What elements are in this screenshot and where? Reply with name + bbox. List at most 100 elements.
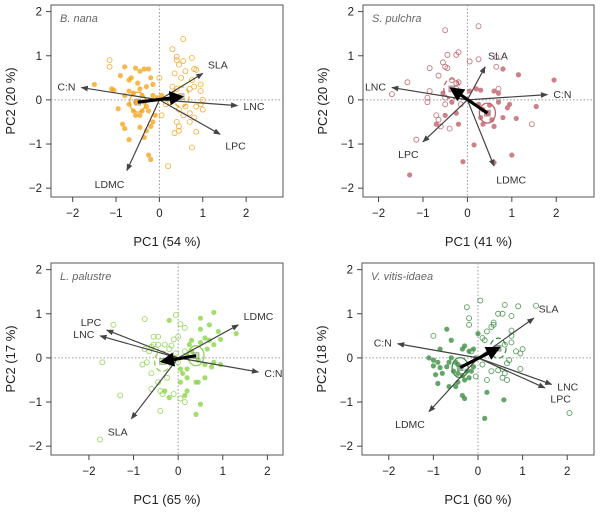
y-tick-label: 1 [347, 309, 353, 321]
vector-label: LPC [550, 393, 571, 405]
data-point [435, 116, 442, 123]
data-point [495, 310, 502, 317]
data-point [517, 350, 524, 357]
y-tick-label: 1 [36, 51, 42, 63]
data-point [430, 332, 437, 339]
data-point [143, 359, 150, 366]
vector-label: LPC [81, 317, 102, 329]
data-point [186, 110, 193, 117]
vector-label: C:N [57, 82, 75, 94]
data-point [448, 77, 455, 83]
data-point [515, 72, 522, 78]
data-point [475, 56, 482, 63]
data-point [460, 159, 466, 165]
y-tick-label: 2 [348, 7, 354, 19]
data-point [488, 368, 495, 375]
x-tick-label: 1 [200, 208, 206, 220]
data-point [513, 115, 519, 122]
panel-l-palustre: L. palustre PC1 (65 %) PC2 (17 %) −2 −1 0 1… [3, 262, 284, 507]
data-point [193, 128, 200, 135]
axes: −2 −1 0 1 2 −2 −1 0 1 2 [29, 265, 271, 478]
data-point [508, 313, 515, 319]
data-point [455, 121, 462, 127]
vector-label: LNC [557, 381, 578, 393]
data-point [148, 156, 154, 163]
data-point [477, 297, 484, 304]
data-point [128, 75, 134, 81]
vector-ldmc [466, 99, 495, 167]
data-point [117, 73, 123, 79]
data-point [491, 123, 497, 129]
data-point [148, 370, 155, 377]
data-point [435, 380, 441, 387]
data-point [435, 72, 442, 79]
y-tick-label: −1 [341, 139, 354, 151]
data-point [455, 370, 461, 376]
data-point [132, 65, 139, 71]
data-point [106, 57, 113, 64]
vector-label: C:N [374, 338, 392, 350]
data-point [404, 79, 411, 86]
panel-b-nana: B. nana PC1 (54 %) PC2 (20 %) −2 −1 0 1 2−2−… [3, 4, 284, 249]
data-point [478, 87, 484, 93]
data-point [446, 125, 453, 132]
data-point [475, 331, 481, 337]
data-point [156, 74, 163, 81]
axes: −2 −1 0 1 2 −2 −1 0 1 2 [340, 265, 571, 478]
data-point [148, 123, 154, 129]
x-tick-label: −2 [66, 208, 79, 220]
data-point [466, 315, 473, 322]
data-point [466, 321, 473, 328]
data-point [407, 172, 413, 178]
x-tick-label: 0 [464, 208, 470, 220]
data-point [159, 391, 166, 398]
data-point [433, 121, 439, 127]
data-point [509, 152, 515, 158]
data-point [424, 99, 431, 106]
data-point [137, 68, 143, 74]
data-point [491, 88, 497, 94]
x-axis-label: PC1 (41 %) [445, 234, 512, 249]
data-point [495, 367, 502, 374]
data-point [444, 326, 450, 332]
data-point [186, 119, 193, 125]
data-point [180, 36, 187, 42]
data-point [137, 124, 143, 130]
panel-v-vitis-idaea: V. vitis-idaea PC1 (60 %) PC2 (18 %) −2−… [314, 262, 595, 507]
x-axis-label: PC1 (65 %) [133, 492, 200, 507]
data-point [508, 339, 515, 346]
data-point [99, 359, 106, 366]
data-point [424, 94, 431, 101]
data-point [426, 88, 433, 95]
data-point [449, 99, 455, 105]
y-tick-label: 2 [36, 7, 42, 19]
data-point [150, 333, 157, 340]
data-point [211, 342, 217, 348]
x-tick-label: 2 [553, 208, 559, 220]
data-point [566, 410, 573, 417]
vector-label: LPC [225, 140, 246, 152]
data-point [463, 304, 470, 311]
panel-title: L. palustre [60, 271, 111, 283]
data-point [204, 346, 210, 352]
vector-label: LDMC [496, 175, 526, 187]
data-point [504, 105, 510, 111]
data-point [188, 144, 195, 151]
data-point [145, 108, 152, 114]
data-point [106, 63, 113, 70]
data-point [504, 377, 510, 383]
data-point [188, 55, 195, 61]
data-point [162, 388, 168, 394]
data-point [181, 399, 188, 405]
data-point [206, 322, 212, 328]
vector-label: SLA [488, 51, 508, 63]
data-point [202, 335, 208, 341]
vector-label: C:N [264, 368, 282, 380]
data-point [430, 363, 436, 369]
data-point [145, 66, 152, 72]
vector-label: LDMC [95, 179, 125, 191]
centroid-shift-arrow [449, 87, 489, 115]
